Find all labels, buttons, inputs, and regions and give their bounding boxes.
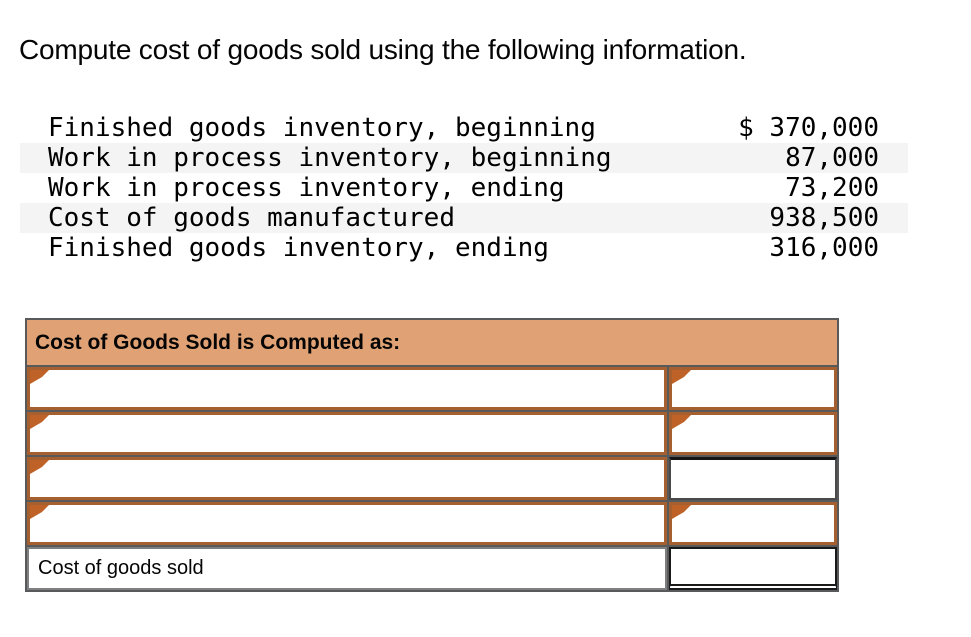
given-item-label: Finished goods inventory, ending <box>48 233 549 263</box>
answer-amount-cell-row1[interactable] <box>669 367 837 410</box>
page-title: Compute cost of goods sold using the fol… <box>19 34 747 65</box>
given-item-value: 938,500 <box>769 203 879 233</box>
answer-dropdown-cell-row1[interactable] <box>27 367 667 410</box>
answer-value <box>30 415 664 423</box>
subtotal-value <box>671 460 835 468</box>
given-item-label: Work in process inventory, ending <box>48 173 565 203</box>
given-item-label: Finished goods inventory, beginning <box>48 113 596 143</box>
answer-amount-cell-row2[interactable] <box>669 412 837 455</box>
cogs-worksheet-table: Cost of Goods Sold is Computed as: Cost … <box>25 318 839 592</box>
answer-value <box>30 370 664 378</box>
answer-dropdown-cell-row4[interactable] <box>27 502 667 545</box>
answer-marker-icon <box>30 415 49 429</box>
answer-dropdown-cell-row3[interactable] <box>27 457 667 500</box>
answer-dropdown-cell-row2[interactable] <box>27 412 667 455</box>
given-item-label: Cost of goods manufactured <box>48 203 455 233</box>
answer-marker-icon <box>672 505 691 519</box>
answer-value <box>30 460 664 468</box>
given-item-value: $ 370,000 <box>738 113 879 143</box>
total-amount-cell <box>669 547 837 590</box>
list-item: Work in process inventory, beginning 87,… <box>20 143 908 173</box>
footer-label-cell: Cost of goods sold <box>27 547 667 590</box>
answer-marker-icon <box>672 370 691 384</box>
answer-marker-icon <box>30 370 49 384</box>
worksheet-header: Cost of Goods Sold is Computed as: <box>27 320 837 365</box>
list-item: Finished goods inventory, beginning $ 37… <box>20 113 908 143</box>
answer-value <box>672 505 834 513</box>
list-item: Work in process inventory, ending 73,200 <box>20 173 908 203</box>
answer-value <box>672 370 834 378</box>
answer-value <box>30 505 664 513</box>
given-item-value: 316,000 <box>769 233 879 263</box>
answer-marker-icon <box>672 415 691 429</box>
answer-amount-cell-row4[interactable] <box>669 502 837 545</box>
footer-label: Cost of goods sold <box>38 557 204 579</box>
answer-marker-icon <box>30 460 49 474</box>
answer-value <box>672 415 834 423</box>
answer-marker-icon <box>30 505 49 519</box>
given-item-value: 73,200 <box>785 173 879 203</box>
given-data-list: Finished goods inventory, beginning $ 37… <box>20 113 908 263</box>
total-value <box>671 549 835 557</box>
list-item: Cost of goods manufactured 938,500 <box>20 203 908 233</box>
given-item-value: 87,000 <box>785 143 879 173</box>
subtotal-cell-row3 <box>669 457 837 500</box>
list-item: Finished goods inventory, ending 316,000 <box>20 233 908 263</box>
given-item-label: Work in process inventory, beginning <box>48 143 612 173</box>
